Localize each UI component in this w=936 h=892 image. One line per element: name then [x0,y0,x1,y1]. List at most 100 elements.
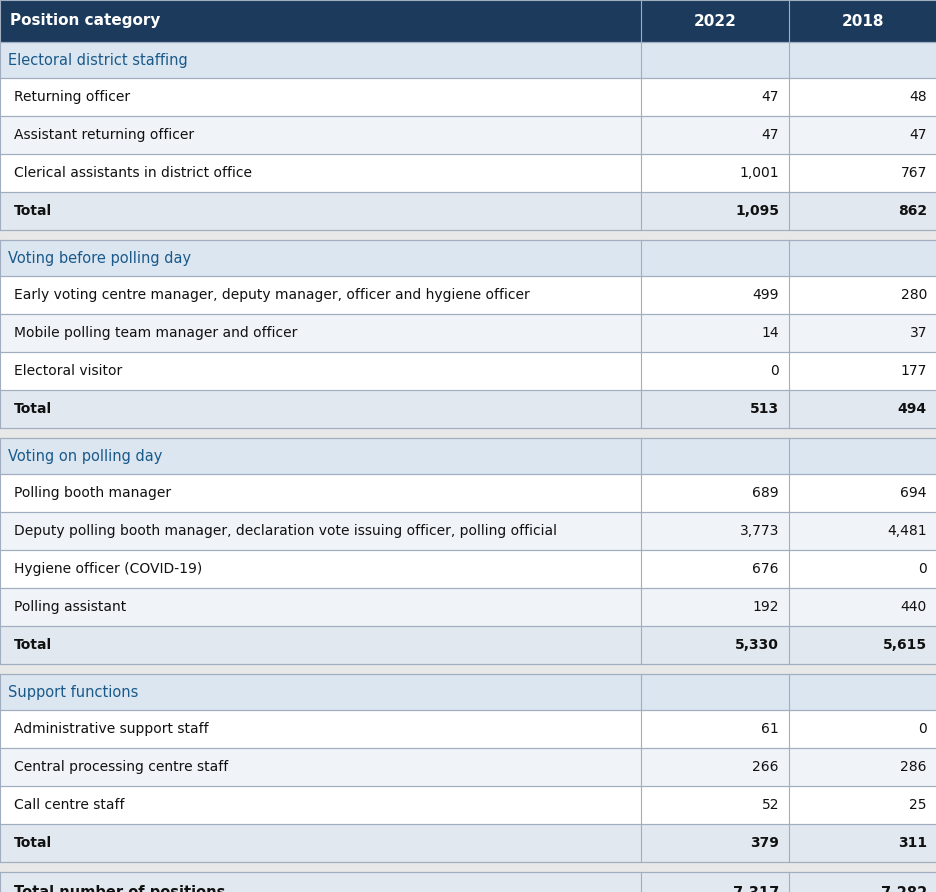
Bar [640,824,788,862]
Bar [0,710,640,748]
Text: Administrative support staff: Administrative support staff [14,722,209,736]
Text: Deputy polling booth manager, declaration vote issuing officer, polling official: Deputy polling booth manager, declaratio… [14,524,556,538]
Bar [640,0,788,42]
Bar [0,42,640,78]
Text: Early voting centre manager, deputy manager, officer and hygiene officer: Early voting centre manager, deputy mana… [14,288,529,302]
Bar [788,872,936,892]
Text: 52: 52 [761,798,778,812]
Text: 862: 862 [897,204,926,218]
Bar [788,154,936,192]
Text: 694: 694 [899,486,926,500]
Bar [640,872,788,892]
Text: 494: 494 [897,402,926,416]
Bar [0,438,640,474]
Text: Polling booth manager: Polling booth manager [14,486,171,500]
Bar [788,626,936,664]
Bar [788,512,936,550]
Text: 47: 47 [909,128,926,142]
Text: 3,773: 3,773 [739,524,778,538]
Text: 1,095: 1,095 [734,204,778,218]
Bar [640,748,788,786]
Bar [640,154,788,192]
Text: Clerical assistants in district office: Clerical assistants in district office [14,166,252,180]
Text: 7,282: 7,282 [880,886,926,892]
Text: 689: 689 [752,486,778,500]
Text: Total: Total [14,836,52,850]
Text: 47: 47 [761,90,778,104]
Text: Hygiene officer (COVID-19): Hygiene officer (COVID-19) [14,562,202,576]
Bar [788,438,936,474]
Text: 61: 61 [760,722,778,736]
Bar [0,78,640,116]
Bar [640,352,788,390]
Bar [640,438,788,474]
Bar [788,786,936,824]
Text: 0: 0 [917,722,926,736]
Text: 440: 440 [899,600,926,614]
Bar [788,116,936,154]
Bar [0,862,936,872]
Bar [640,512,788,550]
Text: Total: Total [14,204,52,218]
Bar [0,674,640,710]
Text: 513: 513 [749,402,778,416]
Text: Total: Total [14,638,52,652]
Text: 499: 499 [752,288,778,302]
Bar [0,512,640,550]
Bar [0,786,640,824]
Text: Electoral visitor: Electoral visitor [14,364,122,378]
Text: 2018: 2018 [841,13,884,29]
Bar [640,550,788,588]
Bar [640,42,788,78]
Bar [788,390,936,428]
Text: Voting on polling day: Voting on polling day [8,449,162,464]
Bar [640,240,788,276]
Text: Central processing centre staff: Central processing centre staff [14,760,228,774]
Bar [0,664,936,674]
Text: 266: 266 [752,760,778,774]
Text: 286: 286 [899,760,926,774]
Bar [640,390,788,428]
Text: Assistant returning officer: Assistant returning officer [14,128,194,142]
Text: 25: 25 [909,798,926,812]
Bar [640,474,788,512]
Text: Support functions: Support functions [8,684,139,699]
Bar [0,192,640,230]
Bar [0,626,640,664]
Bar [0,748,640,786]
Bar [640,314,788,352]
Text: 7,317: 7,317 [732,886,778,892]
Bar [788,78,936,116]
Bar [788,674,936,710]
Text: 48: 48 [909,90,926,104]
Text: 192: 192 [752,600,778,614]
Bar [0,230,936,240]
Bar [788,474,936,512]
Bar [788,240,936,276]
Bar [640,116,788,154]
Bar [0,872,640,892]
Text: 0: 0 [917,562,926,576]
Bar [788,0,936,42]
Bar [0,240,640,276]
Bar [788,314,936,352]
Bar [788,276,936,314]
Bar [640,78,788,116]
Bar [0,314,640,352]
Bar [0,116,640,154]
Bar [0,428,936,438]
Text: 1,001: 1,001 [739,166,778,180]
Text: 5,615: 5,615 [882,638,926,652]
Text: 37: 37 [909,326,926,340]
Bar [788,42,936,78]
Text: 2022: 2022 [693,13,736,29]
Text: 177: 177 [899,364,926,378]
Text: 311: 311 [897,836,926,850]
Bar [788,748,936,786]
Text: 379: 379 [750,836,778,850]
Bar [0,824,640,862]
Text: 5,330: 5,330 [735,638,778,652]
Bar [0,0,640,42]
Text: Total number of positions: Total number of positions [14,886,226,892]
Bar [640,588,788,626]
